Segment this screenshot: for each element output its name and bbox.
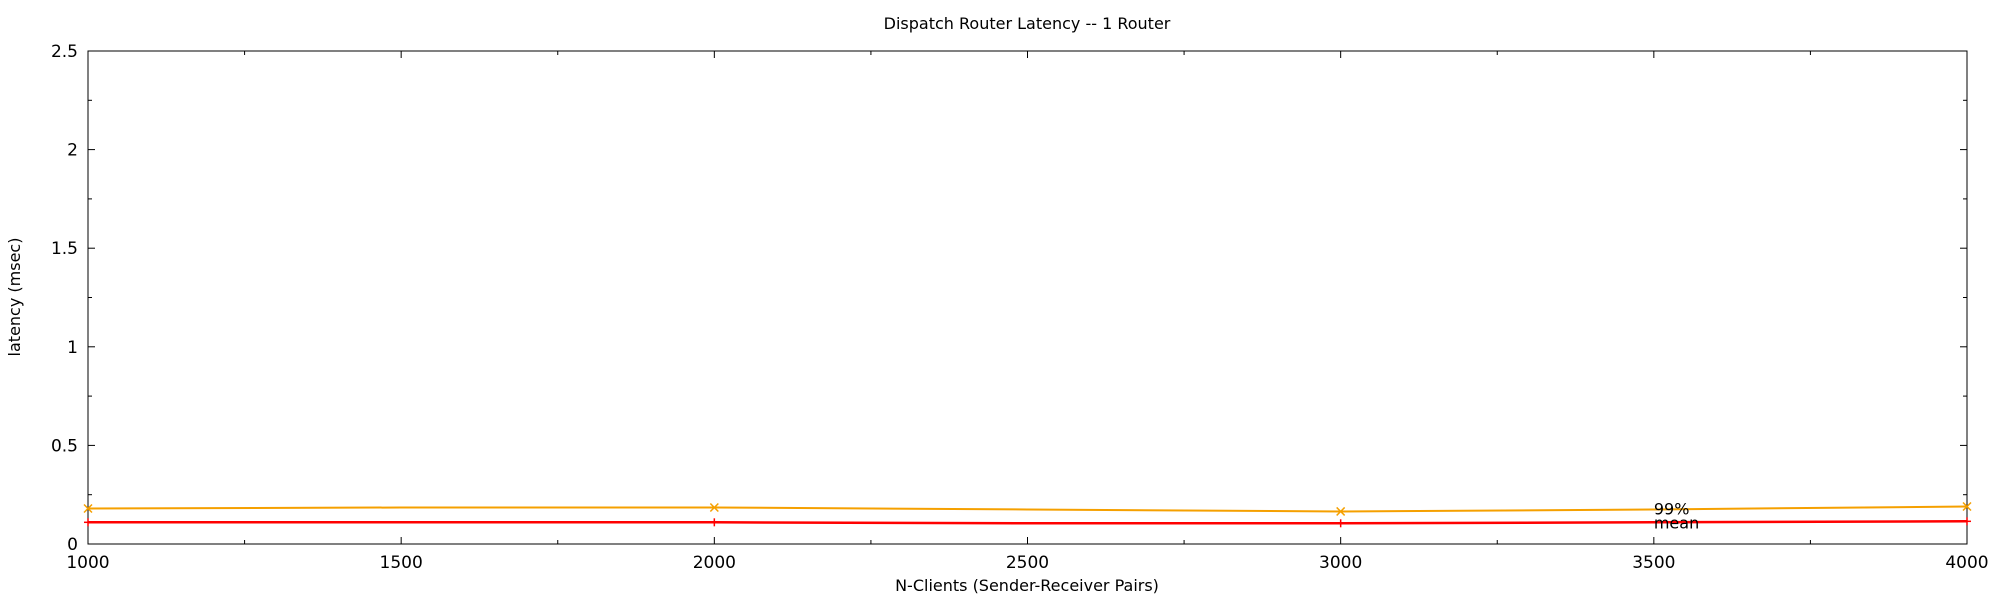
x-tick-label: 2000 xyxy=(693,553,736,573)
x-tick-label: 4000 xyxy=(1945,553,1988,573)
annotation-layer: 99%mean xyxy=(1654,500,1699,533)
series-mean xyxy=(84,517,1971,528)
y-tick-label: 1 xyxy=(67,338,78,358)
x-tick-label: 3500 xyxy=(1632,553,1675,573)
series-p99 xyxy=(83,502,1972,516)
plot-frame xyxy=(87,50,1968,545)
annotation-label: 99% xyxy=(1654,500,1690,519)
x-tick-label: 1000 xyxy=(66,553,109,573)
series-layer xyxy=(83,502,1972,528)
data-point xyxy=(709,502,719,513)
x-tick-label: 1500 xyxy=(380,553,423,573)
data-point xyxy=(1336,506,1346,516)
data-point xyxy=(710,518,719,527)
annotation-label: mean xyxy=(1654,513,1699,532)
x-tick-label: 3000 xyxy=(1319,553,1362,573)
y-tick-label: 1.5 xyxy=(51,239,78,259)
y-tick-label: 0 xyxy=(67,535,78,555)
x-axis: 1000 1500 2000 2500 3000 3500 4000 xyxy=(66,51,1989,573)
y-tick-label: 2 xyxy=(67,141,78,161)
data-point xyxy=(84,518,92,527)
data-point xyxy=(83,503,93,514)
x-tick-label: 2500 xyxy=(1006,553,1049,573)
y-tick-label: 2.5 xyxy=(51,42,78,62)
data-point xyxy=(1336,519,1345,528)
y-axis: 0 0.5 1 1.5 2 2.5 xyxy=(51,42,1967,555)
chart-title: Dispatch Router Latency -- 1 Router xyxy=(884,14,1171,33)
series-line xyxy=(87,505,1968,513)
x-axis-title: N-Clients (Sender-Receiver Pairs) xyxy=(895,576,1159,595)
y-tick-label: 0.5 xyxy=(51,436,78,456)
data-point xyxy=(1962,502,1972,512)
y-axis-title: latency (msec) xyxy=(5,238,24,357)
series-line xyxy=(88,520,1968,525)
data-point xyxy=(1963,517,1971,526)
